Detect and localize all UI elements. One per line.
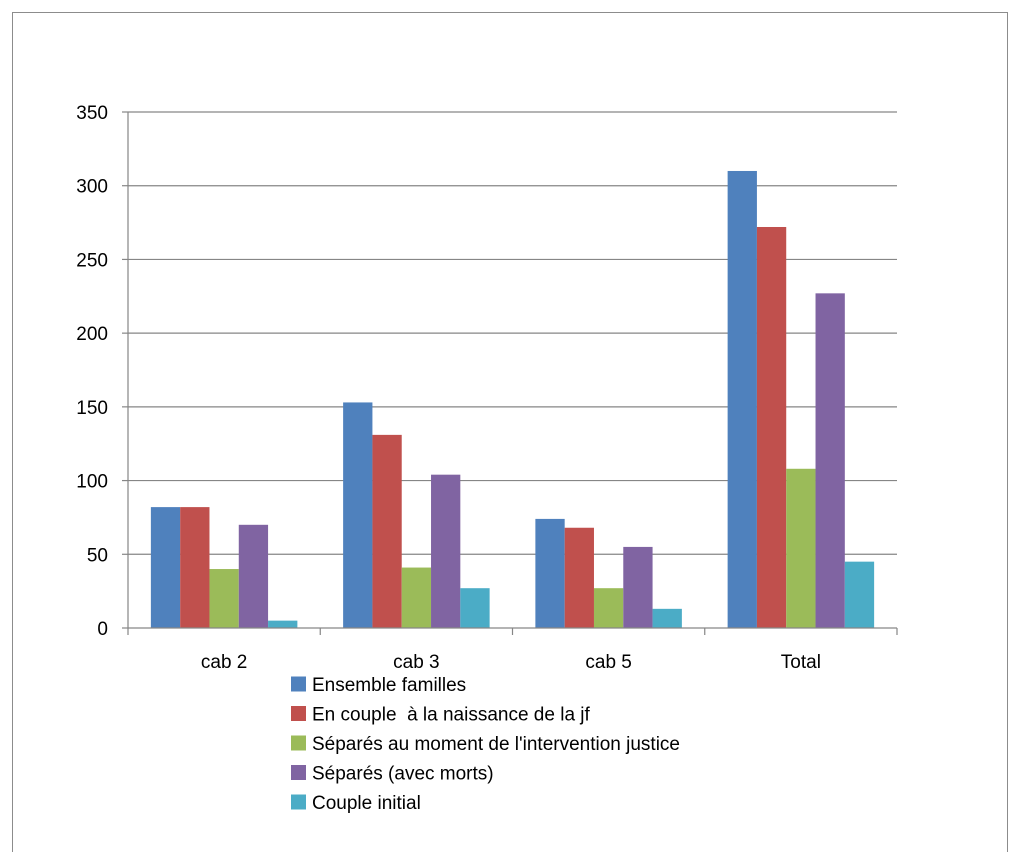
bar: [564, 527, 594, 628]
legend-label: Séparés au moment de l'intervention just…: [312, 734, 680, 755]
legend-swatch: [291, 794, 306, 810]
y-tick-label: 0: [97, 619, 108, 640]
bar: [401, 567, 432, 628]
y-tick-label: 300: [76, 177, 108, 198]
bar: [372, 434, 402, 628]
bar: [623, 546, 653, 628]
bar: [593, 588, 624, 628]
y-tick-label: 100: [76, 472, 108, 493]
bar: [460, 588, 490, 628]
bar: [343, 402, 373, 628]
axes: [122, 111, 898, 635]
legend-label: Couple initial: [312, 793, 421, 814]
bar: [727, 170, 757, 628]
y-tick-label: 250: [76, 250, 108, 271]
legend-swatch: [291, 706, 306, 721]
y-tick-label: 50: [87, 545, 108, 566]
bar: [238, 524, 269, 628]
bar: [268, 620, 298, 628]
y-tick-label: 200: [76, 324, 108, 345]
bars: [150, 170, 875, 628]
y-axis-ticks: 0 50 100 150 200 250 300 350: [76, 103, 108, 640]
legend-swatch: [291, 765, 306, 780]
legend: Ensemble familles En couple à la naissanc…: [291, 675, 680, 814]
bar: [431, 474, 461, 628]
bar: [150, 507, 181, 628]
legend-swatch: [291, 735, 306, 751]
bar: [786, 468, 816, 628]
y-tick-label: 150: [76, 398, 108, 419]
legend-label: Séparés (avec morts): [312, 764, 494, 785]
legend-label: Ensemble familles: [312, 675, 466, 696]
bar: [844, 561, 875, 628]
bar: [180, 507, 210, 628]
legend-label: En couple à la naissance de la jf: [312, 705, 591, 726]
bar: [209, 569, 239, 628]
x-tick-label: cab 3: [393, 652, 439, 673]
bar: [652, 608, 682, 628]
x-tick-label: cab 5: [585, 652, 631, 673]
x-axis-ticks: cab 2 cab 3 cab 5 Total: [201, 652, 821, 673]
x-tick-label: Total: [781, 652, 821, 673]
y-tick-label: 350: [76, 103, 108, 124]
legend-swatch: [291, 676, 306, 692]
bar: [815, 293, 845, 628]
bar: [535, 518, 565, 628]
bar: [756, 226, 787, 628]
x-tick-label: cab 2: [201, 652, 247, 673]
